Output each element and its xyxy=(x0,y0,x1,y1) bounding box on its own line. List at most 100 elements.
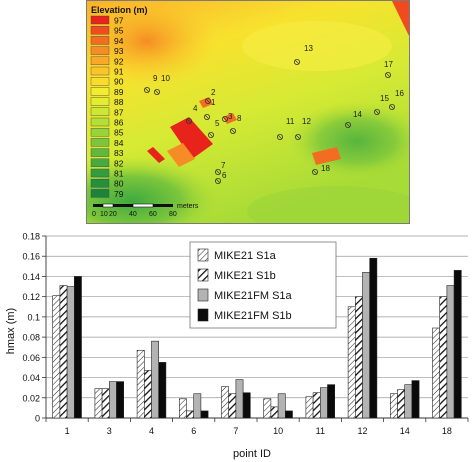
legend-label-94: 94 xyxy=(114,36,124,46)
x-tick-label-3: 3 xyxy=(107,426,112,436)
map-point-13-label: 13 xyxy=(304,44,313,53)
map-point-5-label: 5 xyxy=(215,119,220,128)
map-point-3-label: 3 xyxy=(228,112,233,121)
bar-11-series-2 xyxy=(312,392,321,419)
legend-label-80: 80 xyxy=(114,179,124,189)
bar-4-series-1 xyxy=(136,349,145,419)
legend-swatch-82 xyxy=(90,158,110,168)
legend-swatch-87 xyxy=(90,107,110,117)
bar-3-series-3 xyxy=(109,381,117,419)
map-point-8-marker xyxy=(229,128,236,135)
legend-entry-series-3: MIKE21FM S1a xyxy=(214,290,293,302)
x-tick-label-1: 1 xyxy=(65,426,70,436)
y-tick-label-0.04: 0.04 xyxy=(22,373,40,383)
legend-label-82: 82 xyxy=(114,158,124,168)
legend-label-88: 88 xyxy=(114,97,124,107)
scale-tick-0: 0 xyxy=(92,211,96,218)
map-point-1-label: 1 xyxy=(211,98,216,107)
x-tick-label-6: 6 xyxy=(191,426,196,436)
map-point-4-marker xyxy=(186,118,193,125)
x-tick-label-11: 11 xyxy=(316,426,325,436)
legend-label-86: 86 xyxy=(114,118,124,128)
legend-swatch-85 xyxy=(90,127,110,137)
x-tick-label-4: 4 xyxy=(149,426,154,436)
scale-tick-20: 20 xyxy=(109,211,117,218)
bar-10-series-1 xyxy=(263,398,272,419)
bar-1-series-1 xyxy=(52,295,61,419)
y-tick-label-0.06: 0.06 xyxy=(22,353,40,363)
legend-swatch-series-3 xyxy=(197,288,209,302)
legend-label-81: 81 xyxy=(114,169,124,179)
y-tick-label-0.1: 0.1 xyxy=(27,312,40,322)
bar-3-series-1 xyxy=(94,388,103,419)
legend-swatch-series-1 xyxy=(197,248,209,262)
map-point-15-marker xyxy=(373,109,380,116)
bar-11-series-3 xyxy=(319,387,328,419)
scale-bar: 0 10 20 40 60 80 meters xyxy=(92,203,199,218)
map-point-17-marker xyxy=(384,72,391,79)
legend-box xyxy=(189,241,337,329)
map-point-16-marker xyxy=(388,104,395,111)
legend-entry-series-4: MIKE21FM S1b xyxy=(214,310,292,322)
y-tick-label-0.18: 0.18 xyxy=(22,232,40,242)
bar-6-series-4 xyxy=(200,410,209,419)
bar-7-series-2 xyxy=(228,393,237,419)
legend-swatch-88 xyxy=(90,97,110,106)
map-point-18-marker xyxy=(311,168,318,175)
map-point-15-label: 15 xyxy=(380,94,389,103)
elevation-map: 1 2 3 4 5 6 7 8 9 10 11 12 13 14 15 16 17 18 Elevation (m… xyxy=(86,0,410,224)
bar-12-series-2 xyxy=(354,296,363,419)
bar-18-series-3 xyxy=(446,285,455,419)
map-point-12-label: 12 xyxy=(302,117,311,126)
map-point-16-label: 16 xyxy=(395,89,404,98)
bar-6-series-2 xyxy=(186,410,194,419)
x-tick-label-10: 10 xyxy=(273,426,283,436)
legend-label-90: 90 xyxy=(114,77,124,87)
x-tick-label-14: 14 xyxy=(400,426,410,436)
bar-3-series-4 xyxy=(116,381,124,419)
legend-swatch-84 xyxy=(90,138,110,147)
bar-10-series-3 xyxy=(277,393,286,419)
bar-14-series-4 xyxy=(411,380,420,419)
map-point-6-label: 6 xyxy=(222,171,227,180)
legend-swatch-79 xyxy=(90,189,110,198)
x-axis-title: point ID xyxy=(233,448,271,460)
x-tick-label-12: 12 xyxy=(357,426,367,436)
legend-swatch-91 xyxy=(90,66,110,76)
x-tick-label-7: 7 xyxy=(233,426,238,436)
bar-12-series-4 xyxy=(369,257,378,419)
bar-4-series-4 xyxy=(158,362,167,419)
elevation-legend: Elevation (m) 97959493929190898887868584… xyxy=(90,5,148,199)
y-tick-label-0.12: 0.12 xyxy=(22,292,40,302)
y-tick-label-0.14: 0.14 xyxy=(22,272,40,282)
bar-7-series-1 xyxy=(221,386,229,419)
scale-unit: meters xyxy=(177,203,199,210)
bar-6-series-1 xyxy=(179,398,187,419)
legend-swatch-94 xyxy=(90,36,110,45)
map-point-11-label: 11 xyxy=(286,117,295,126)
chart-legend: MIKE21 S1a MIKE21 S1b MIKE21FM S1a MIKE21FM… xyxy=(189,241,337,329)
legend-label-97: 97 xyxy=(114,16,124,26)
map-point-10-marker xyxy=(154,89,161,96)
bar-6-series-3 xyxy=(193,393,202,419)
bar-11-series-1 xyxy=(305,396,314,419)
bar-1-series-3 xyxy=(66,286,75,419)
legend-swatch-series-4 xyxy=(197,308,209,322)
scale-tick-40: 40 xyxy=(129,211,137,218)
legend-entry-series-2: MIKE21 S1b xyxy=(214,270,276,282)
legend-swatch-92 xyxy=(90,56,110,65)
bar-7-series-3 xyxy=(235,379,244,419)
legend-swatch-83 xyxy=(90,148,110,157)
legend-label-91: 91 xyxy=(114,67,124,77)
legend-swatch-series-2 xyxy=(197,268,209,282)
map-point-6-marker xyxy=(214,177,221,184)
legend-label-92: 92 xyxy=(114,56,124,66)
legend-swatch-81 xyxy=(90,168,110,178)
y-tick-label-0.16: 0.16 xyxy=(22,252,40,262)
map-point-2-marker xyxy=(205,98,212,105)
scale-tick-10: 10 xyxy=(100,211,108,218)
legend-label-89: 89 xyxy=(114,87,124,97)
legend-label-87: 87 xyxy=(114,107,124,117)
